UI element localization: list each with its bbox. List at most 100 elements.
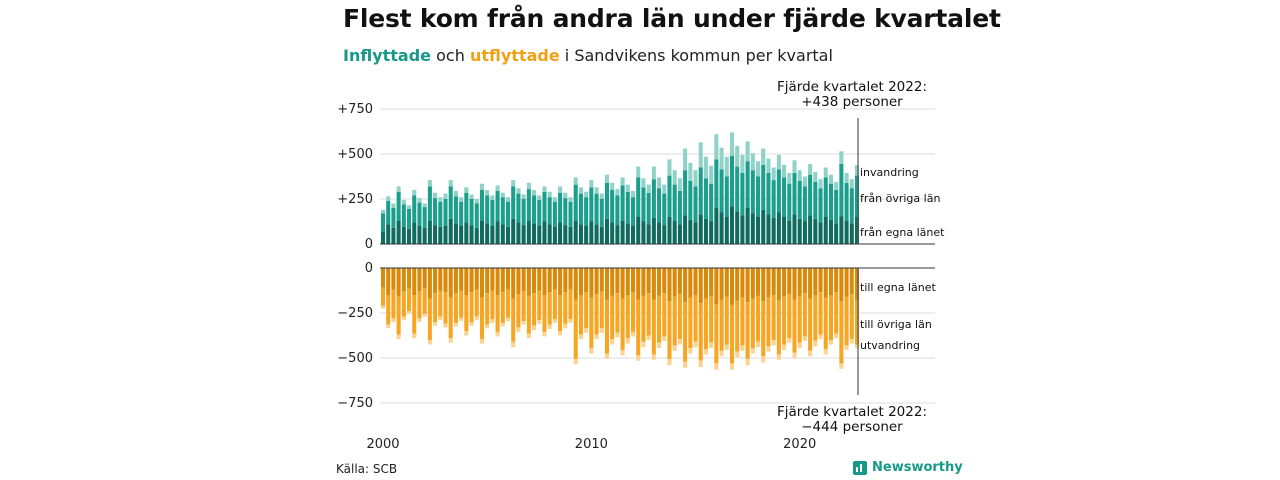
bar-out-segment xyxy=(589,348,594,354)
bar-in-segment xyxy=(641,221,646,244)
bar-out-segment xyxy=(464,331,469,336)
bar-out-segment xyxy=(427,340,432,345)
bar-in-segment xyxy=(813,181,818,219)
bar-in-segment xyxy=(474,199,479,204)
bar-out-segment xyxy=(537,320,542,324)
bar-in-segment xyxy=(610,222,615,244)
bar-out-segment xyxy=(854,300,860,345)
bar-in-segment xyxy=(787,220,792,244)
bar-out-segment xyxy=(651,299,656,355)
bar-out-segment xyxy=(636,355,641,361)
bar-out-segment xyxy=(532,268,537,294)
bar-out-segment xyxy=(651,354,656,360)
bar-out-segment xyxy=(688,268,693,298)
y-tick-label-top: +500 xyxy=(337,147,373,162)
bar-out-segment xyxy=(464,295,469,331)
bar-out-segment xyxy=(714,304,719,364)
bar-out-segment xyxy=(839,363,844,369)
bar-out-segment xyxy=(636,268,641,300)
bar-out-segment xyxy=(818,334,823,340)
bar-in-segment xyxy=(479,220,484,244)
bar-out-segment xyxy=(526,295,531,334)
bar-in-segment xyxy=(610,182,615,190)
bar-out-segment xyxy=(495,295,500,332)
bar-out-segment xyxy=(526,268,531,296)
bar-in-segment xyxy=(433,198,438,226)
bar-in-segment xyxy=(516,222,521,244)
subtitle-utflyttade: utflyttade xyxy=(469,46,560,65)
bar-in-segment xyxy=(490,199,495,226)
bar-in-segment xyxy=(745,161,750,208)
bar-out-segment xyxy=(443,268,448,293)
bar-in-segment xyxy=(693,186,698,223)
bar-in-segment xyxy=(714,134,719,160)
bar-out-segment xyxy=(495,331,500,337)
chart-title: Flest kom från andra län under fjärde kv… xyxy=(343,4,1001,33)
bar-in-segment xyxy=(568,201,573,227)
bar-in-segment xyxy=(594,187,599,194)
bar-in-segment xyxy=(464,187,469,193)
bar-in-segment xyxy=(771,180,776,218)
bar-out-segment xyxy=(547,268,552,293)
bar-out-segment xyxy=(573,268,578,300)
bar-in-segment xyxy=(818,188,823,223)
bar-in-segment xyxy=(412,195,417,223)
bar-out-segment xyxy=(709,268,714,296)
bar-out-segment xyxy=(427,298,432,340)
annotation-top-line1: Fjärde kvartalet 2022: xyxy=(777,79,927,95)
bar-out-segment xyxy=(563,292,568,324)
bar-out-segment xyxy=(396,268,401,297)
bar-out-segment xyxy=(792,299,797,353)
bar-in-segment xyxy=(823,167,828,178)
bar-in-segment xyxy=(625,184,630,192)
bar-out-segment xyxy=(542,295,547,332)
bar-out-segment xyxy=(589,268,594,298)
bar-in-segment xyxy=(511,180,516,187)
bar-out-segment xyxy=(563,323,568,329)
bar-in-segment xyxy=(813,218,818,244)
bar-out-segment xyxy=(677,339,682,345)
bar-in-segment xyxy=(391,203,396,208)
series-label-in: från egna länet xyxy=(860,226,945,239)
bar-in-segment xyxy=(584,197,589,226)
bar-in-segment xyxy=(625,223,630,244)
bar-out-segment xyxy=(547,324,552,330)
series-label-out: utvandring xyxy=(860,339,920,352)
y-tick-label-bottom: 0 xyxy=(365,261,373,276)
bar-in-segment xyxy=(469,225,474,244)
bar-out-segment xyxy=(532,325,537,331)
bar-out-segment xyxy=(771,340,776,346)
bar-out-segment xyxy=(813,295,818,341)
bar-out-segment xyxy=(667,301,672,359)
bar-out-segment xyxy=(818,292,823,335)
bar-in-segment xyxy=(844,182,849,221)
bar-out-segment xyxy=(407,311,412,314)
bar-in-segment xyxy=(630,190,636,198)
bar-in-segment xyxy=(380,209,386,214)
bar-in-segment xyxy=(563,225,568,244)
bar-in-segment xyxy=(756,176,761,217)
bar-in-segment xyxy=(427,180,432,187)
bar-in-segment xyxy=(735,211,740,244)
bar-out-segment xyxy=(542,268,547,295)
bar-in-segment xyxy=(625,191,630,224)
bar-out-segment xyxy=(505,317,511,322)
bar-in-segment xyxy=(808,215,813,244)
bar-in-segment xyxy=(808,174,813,216)
bar-in-segment xyxy=(459,197,464,202)
bar-out-segment xyxy=(412,268,417,295)
bar-out-segment xyxy=(584,328,589,333)
bar-in-segment xyxy=(698,214,703,244)
bar-out-segment xyxy=(719,268,724,300)
bar-out-segment xyxy=(511,268,516,299)
bar-in-segment xyxy=(443,193,448,199)
bar-out-segment xyxy=(610,295,615,340)
bar-out-segment xyxy=(735,351,740,358)
bar-in-segment xyxy=(401,226,406,244)
bar-out-segment xyxy=(412,295,417,334)
bar-in-segment xyxy=(521,225,526,244)
bar-out-segment xyxy=(709,342,714,349)
bar-out-segment xyxy=(438,316,443,321)
bar-out-segment xyxy=(657,342,662,349)
annotation-top-line2: +438 personer xyxy=(801,94,903,110)
